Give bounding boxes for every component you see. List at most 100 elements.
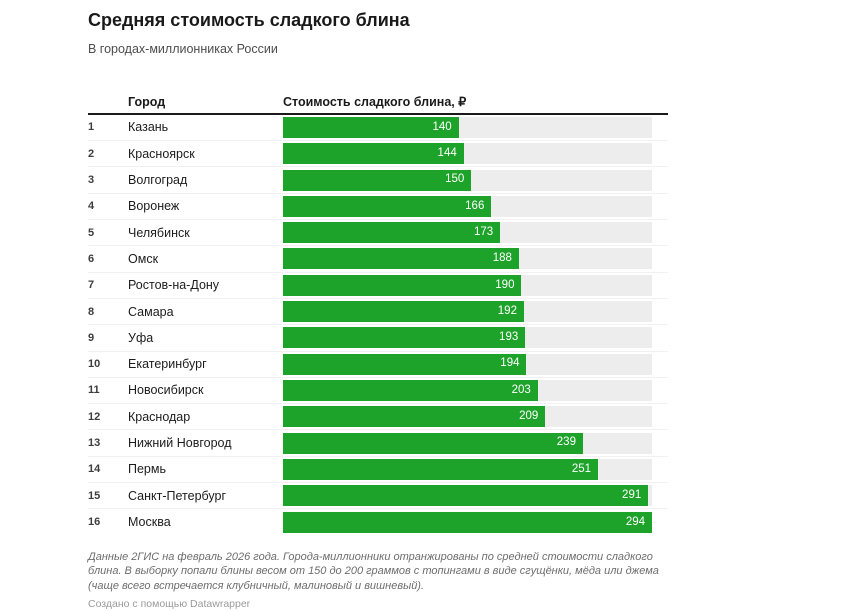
city-label: Екатеринбург bbox=[128, 357, 207, 372]
bar-track: 291 bbox=[283, 485, 652, 507]
table-row: 8 Самара 192 bbox=[88, 299, 668, 326]
city-label: Нижний Новгород bbox=[128, 436, 232, 451]
table-row: 12 Краснодар 209 bbox=[88, 404, 668, 431]
value-bar: 150 bbox=[283, 169, 472, 191]
rank-label: 4 bbox=[88, 200, 95, 213]
value-bar: 188 bbox=[283, 248, 519, 270]
value-bar: 192 bbox=[283, 301, 524, 323]
value-bar: 190 bbox=[283, 274, 522, 296]
table-row: 4 Воронеж 166 bbox=[88, 194, 668, 221]
table-rows: 1 Казань 140 2 Красноярск 144 3 Волгоград 150 4 Во… bbox=[88, 115, 668, 536]
bar-track: 144 bbox=[283, 143, 652, 165]
value-bar: 239 bbox=[283, 432, 583, 454]
city-label: Пермь bbox=[128, 462, 166, 477]
rank-label: 8 bbox=[88, 305, 95, 318]
table-row: 2 Красноярск 144 bbox=[88, 141, 668, 168]
footnote: Данные 2ГИС на февраль 2026 года. Города… bbox=[88, 550, 659, 592]
city-label: Новосибирск bbox=[128, 383, 204, 398]
bar-table: Город Стоимость сладкого блина, ₽ 1 Казан… bbox=[88, 88, 668, 536]
chart-container: Средняя стоимость сладкого блина В город… bbox=[88, 10, 668, 610]
rank-label: 15 bbox=[88, 489, 101, 502]
bar-value-label: 140 bbox=[432, 120, 452, 133]
table-row: 7 Ростов-на-Дону 190 bbox=[88, 273, 668, 299]
bar-track: 192 bbox=[283, 301, 652, 323]
city-label: Москва bbox=[128, 515, 171, 530]
bar-value-label: 193 bbox=[499, 331, 519, 344]
table-row: 13 Нижний Новгород 239 bbox=[88, 430, 668, 457]
city-label: Красноярск bbox=[128, 146, 195, 161]
value-column-header: Стоимость сладкого блина, ₽ bbox=[283, 94, 467, 109]
table-row: 6 Омск 188 bbox=[88, 246, 668, 273]
rank-label: 14 bbox=[88, 463, 101, 476]
city-label: Волгоград bbox=[128, 173, 188, 188]
chart-title: Средняя стоимость сладкого блина bbox=[88, 10, 410, 30]
bar-value-label: 144 bbox=[437, 147, 457, 160]
table-row: 15 Санкт-Петербург 291 bbox=[88, 483, 668, 510]
bar-value-label: 166 bbox=[465, 199, 485, 212]
bar-track: 150 bbox=[283, 169, 652, 191]
bar-value-label: 251 bbox=[571, 462, 592, 475]
city-label: Казань bbox=[128, 120, 169, 135]
table-row: 1 Казань 140 bbox=[88, 115, 668, 142]
city-label: Уфа bbox=[128, 330, 154, 345]
bar-value-label: 239 bbox=[556, 436, 576, 449]
value-bar: 140 bbox=[283, 116, 459, 138]
city-label: Воронеж bbox=[128, 199, 180, 214]
table-row: 10 Екатеринбург 194 bbox=[88, 352, 668, 378]
bar-track: 173 bbox=[283, 222, 652, 244]
bar-value-label: 192 bbox=[497, 304, 517, 317]
value-bar: 166 bbox=[283, 195, 492, 217]
bar-track: 209 bbox=[283, 406, 652, 428]
rank-label: 7 bbox=[88, 279, 95, 292]
rank-label: 3 bbox=[88, 174, 95, 187]
rank-label: 9 bbox=[88, 331, 95, 344]
rank-label: 5 bbox=[88, 226, 95, 239]
value-bar: 203 bbox=[283, 379, 538, 401]
value-bar: 291 bbox=[283, 485, 649, 507]
table-row: 9 Уфа 193 bbox=[88, 325, 668, 352]
city-column-header: Город bbox=[128, 94, 166, 109]
datawrapper-attribution[interactable]: Создано с помощью Datawrapper bbox=[88, 598, 251, 611]
table-header-row: Город Стоимость сладкого блина, ₽ bbox=[88, 88, 668, 115]
value-bar: 294 bbox=[283, 511, 652, 533]
bar-track: 194 bbox=[283, 353, 652, 375]
bar-track: 193 bbox=[283, 327, 652, 349]
rank-label: 13 bbox=[88, 437, 101, 450]
bar-track: 251 bbox=[283, 458, 652, 480]
value-bar: 173 bbox=[283, 222, 501, 244]
rank-label: 16 bbox=[88, 516, 101, 529]
bar-value-label: 173 bbox=[473, 225, 494, 238]
value-bar: 194 bbox=[283, 353, 527, 375]
city-label: Краснодар bbox=[128, 409, 191, 424]
bar-value-label: 150 bbox=[445, 173, 465, 186]
bar-track: 188 bbox=[283, 248, 652, 270]
table-row: 5 Челябинск 173 bbox=[88, 220, 668, 247]
bar-track: 140 bbox=[283, 116, 652, 138]
rank-label: 2 bbox=[88, 147, 95, 160]
bar-track: 203 bbox=[283, 379, 652, 401]
value-bar: 209 bbox=[283, 406, 546, 428]
value-bar: 251 bbox=[283, 458, 599, 480]
table-row: 16 Москва 294 bbox=[88, 509, 668, 535]
bar-track: 239 bbox=[283, 432, 652, 454]
city-label: Челябинск bbox=[128, 225, 190, 240]
city-label: Омск bbox=[128, 251, 159, 266]
rank-label: 12 bbox=[88, 410, 101, 423]
table-row: 14 Пермь 251 bbox=[88, 457, 668, 483]
chart-subtitle: В городах-миллионниках России bbox=[88, 41, 278, 56]
bar-value-label: 209 bbox=[519, 410, 539, 422]
value-bar: 144 bbox=[283, 143, 464, 165]
value-bar: 193 bbox=[283, 327, 526, 349]
rank-label: 1 bbox=[88, 121, 95, 134]
bar-value-label: 294 bbox=[625, 515, 645, 528]
bar-track: 166 bbox=[283, 195, 652, 217]
bar-value-label: 291 bbox=[622, 488, 642, 501]
bar-value-label: 194 bbox=[500, 357, 520, 370]
bar-track: 294 bbox=[283, 511, 652, 533]
bar-track: 190 bbox=[283, 274, 652, 296]
table-row: 3 Волгоград 150 bbox=[88, 167, 668, 194]
rank-label: 11 bbox=[88, 384, 100, 397]
bar-value-label: 203 bbox=[511, 383, 531, 396]
city-label: Санкт-Петербург bbox=[128, 488, 227, 503]
rank-label: 6 bbox=[88, 252, 95, 265]
